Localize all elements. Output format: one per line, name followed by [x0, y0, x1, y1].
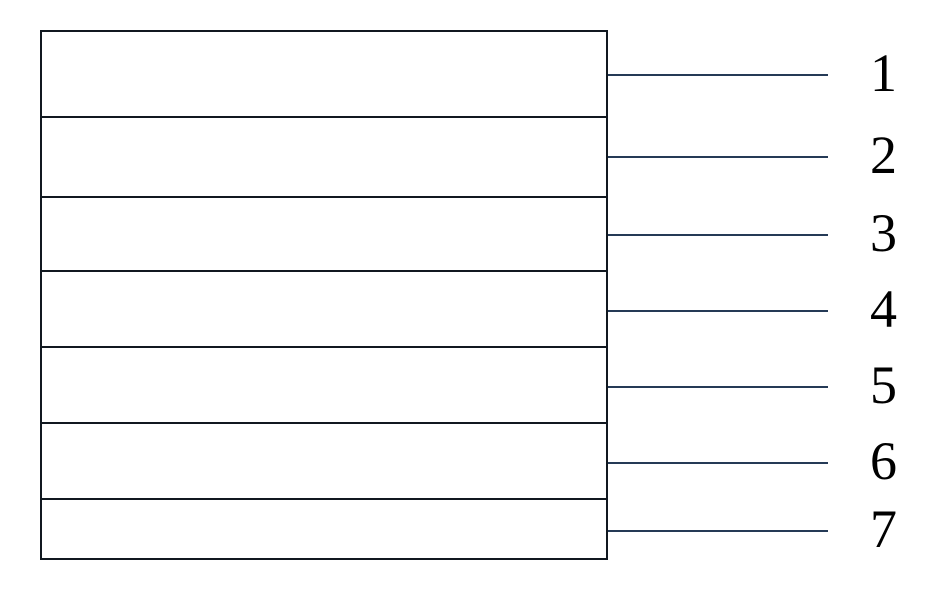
leader-7 — [608, 530, 828, 532]
leader-1 — [608, 74, 828, 76]
layer-diagram: 1 2 3 4 5 6 7 — [40, 30, 940, 580]
label-1: 1 — [870, 46, 897, 100]
layer-2 — [40, 116, 608, 198]
label-5: 5 — [870, 358, 897, 412]
layer-6 — [40, 422, 608, 500]
leader-3 — [608, 234, 828, 236]
label-3: 3 — [870, 206, 897, 260]
label-4: 4 — [870, 282, 897, 336]
label-2: 2 — [870, 128, 897, 182]
layer-4 — [40, 270, 608, 348]
layer-5 — [40, 346, 608, 424]
leader-6 — [608, 462, 828, 464]
layer-stack — [40, 30, 608, 560]
label-7: 7 — [870, 502, 897, 556]
leader-2 — [608, 156, 828, 158]
layer-7 — [40, 498, 608, 560]
leader-5 — [608, 386, 828, 388]
leader-4 — [608, 310, 828, 312]
layer-1 — [40, 30, 608, 118]
label-6: 6 — [870, 434, 897, 488]
layer-3 — [40, 196, 608, 272]
